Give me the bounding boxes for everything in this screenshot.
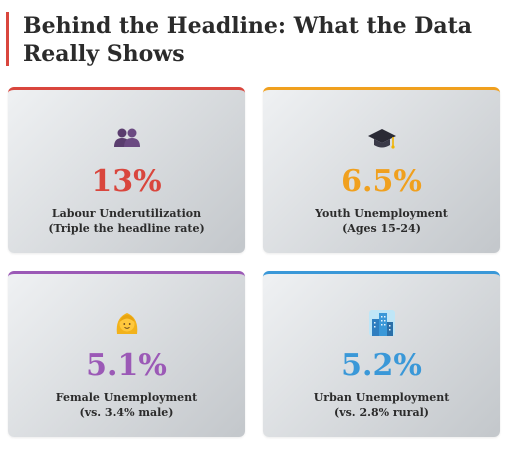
stat-card-youth-unemployment: 6.5% Youth Unemployment (Ages 15-24) [263, 87, 500, 253]
stat-card-urban-unemployment: 5.2% Urban Unemployment (vs. 2.8% rural) [263, 271, 500, 437]
woman-face-icon [8, 310, 245, 336]
stat-card-female-unemployment: 5.1% Female Unemployment (vs. 3.4% male) [8, 271, 245, 437]
stat-label: Labour Underutilization [51, 207, 202, 220]
stat-card-labour-underutilization: 13% Labour Underutilization (Triple the … [8, 87, 245, 253]
stat-label: Female Unemployment [55, 391, 198, 404]
stat-label: Youth Unemployment [315, 207, 448, 220]
stat-value: 13% [91, 164, 162, 199]
stat-sublabel: (vs. 3.4% male) [79, 406, 174, 419]
stat-value: 5.1% [86, 348, 167, 383]
stat-label: Urban Unemployment [313, 391, 450, 404]
page-title: Behind the Headline: What the Data Reall… [23, 13, 473, 67]
stat-value: 6.5% [341, 164, 422, 199]
stat-sublabel: (Triple the headline rate) [48, 222, 205, 235]
people-icon [8, 126, 245, 152]
page-header: Behind the Headline: What the Data Reall… [6, 12, 506, 67]
city-icon [263, 310, 500, 336]
graduation-cap-icon [263, 126, 500, 152]
stat-sublabel: (Ages 15-24) [342, 222, 421, 235]
stat-value: 5.2% [341, 348, 422, 383]
stat-sublabel: (vs. 2.8% rural) [334, 406, 429, 419]
